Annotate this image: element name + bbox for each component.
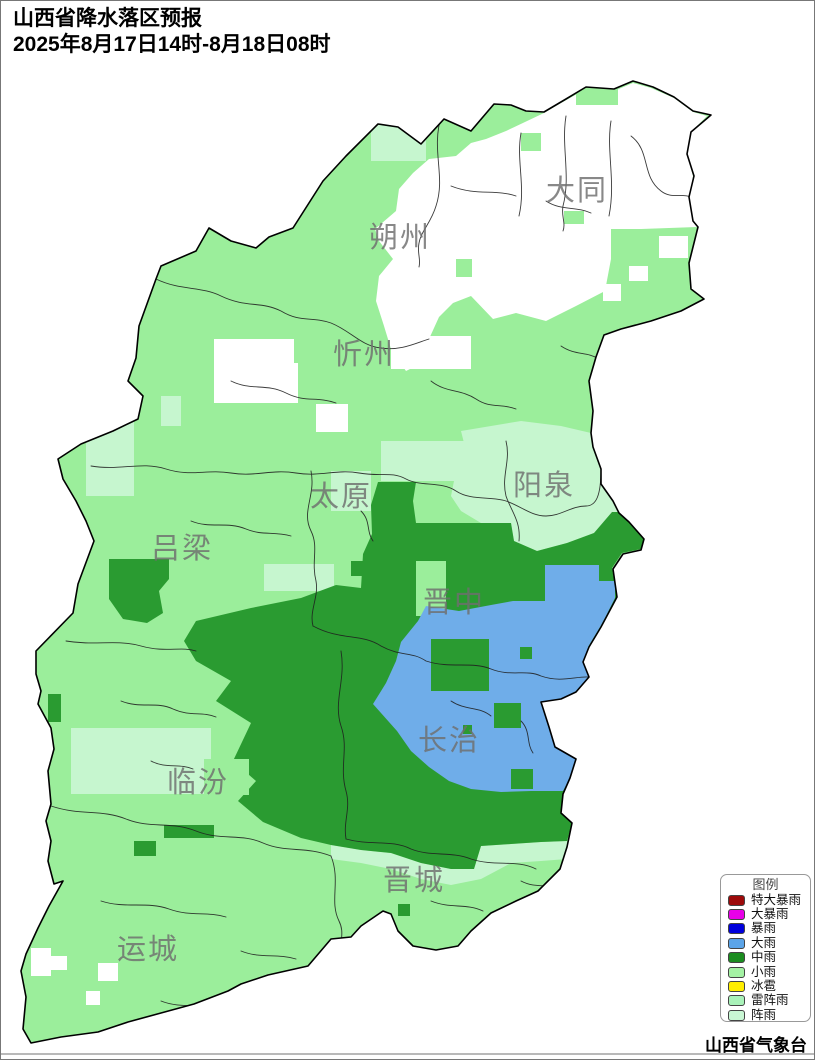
bottom-divider: [1, 1053, 814, 1055]
legend-label: 中雨: [751, 950, 777, 965]
legend-chip-heavy-rainstorm: [728, 909, 745, 921]
legend-label: 大暴雨: [751, 907, 789, 922]
city-label-jincheng: 晋城: [383, 864, 445, 897]
city-label-jinzhong: 晋中: [423, 586, 485, 619]
legend-chip-heavy-rain: [728, 937, 745, 949]
legend-row: 中雨: [721, 951, 810, 965]
title-block: 山西省降水落区预报 2025年8月17日14时-8月18日08时: [13, 6, 331, 58]
legend-chip-moderate-rain: [728, 952, 745, 964]
rain-region-heavy: [373, 565, 615, 792]
legend-chip-shower: [728, 1009, 745, 1021]
city-label-taiyuan: 太原: [310, 480, 372, 513]
legend-chip-thunder-shower: [728, 995, 745, 1007]
rain-region-shower: [71, 113, 619, 885]
legend-row: 冰雹: [721, 979, 810, 993]
light-rain-cells: [456, 89, 618, 277]
rain-region-none: [31, 83, 707, 1005]
county-boundaries: [50, 115, 692, 1010]
city-label-datong: 大同: [546, 174, 608, 207]
legend-row: 暴雨: [721, 922, 810, 936]
legend-row: 雷阵雨: [721, 994, 810, 1008]
legend-label: 阵雨: [751, 1007, 777, 1022]
legend-label: 大雨: [751, 935, 777, 950]
legend-row: 小雨: [721, 965, 810, 979]
legend-box: 图例 特大暴雨 大暴雨 暴雨 大雨 中雨 小雨 冰雹: [720, 874, 811, 1022]
legend-label: 冰雹: [751, 979, 777, 994]
legend-label: 暴雨: [751, 921, 777, 936]
issuing-agency: 山西省气象台: [705, 1036, 807, 1055]
legend-chip-light-rain: [728, 966, 745, 978]
legend-label: 雷阵雨: [751, 993, 789, 1008]
city-label-yangquan: 阳泉: [513, 469, 575, 502]
province-outline-shanxi: [20, 80, 712, 1044]
city-label-lvliang: 吕梁: [151, 532, 213, 565]
forecast-period: 2025年8月17日14时-8月18日08时: [13, 33, 331, 56]
city-label-xinzhou: 忻州: [333, 338, 395, 371]
legend-label: 小雨: [751, 964, 777, 979]
city-labels: 大同 朔州 忻州 太原 阳泉 吕梁 晋中 长治 临汾 晋城 运城: [117, 174, 608, 966]
city-label-yuncheng: 运城: [117, 933, 179, 966]
legend-label: 特大暴雨: [751, 892, 802, 907]
legend-chip-extreme-rainstorm: [728, 894, 745, 906]
legend-chip-rainstorm: [728, 923, 745, 935]
legend-title: 图例: [752, 877, 779, 892]
legend-row: 大暴雨: [721, 907, 810, 921]
legend-row: 大雨: [721, 936, 810, 950]
legend-chip-hail: [728, 981, 745, 993]
legend-row: 特大暴雨: [721, 893, 810, 907]
page-title: 山西省降水落区预报: [13, 7, 202, 30]
city-label-linfen: 临汾: [167, 766, 229, 799]
city-label-changzhi: 长治: [418, 724, 480, 757]
legend-row: 阵雨: [721, 1008, 810, 1022]
city-label-shuozhou: 朔州: [369, 221, 431, 254]
